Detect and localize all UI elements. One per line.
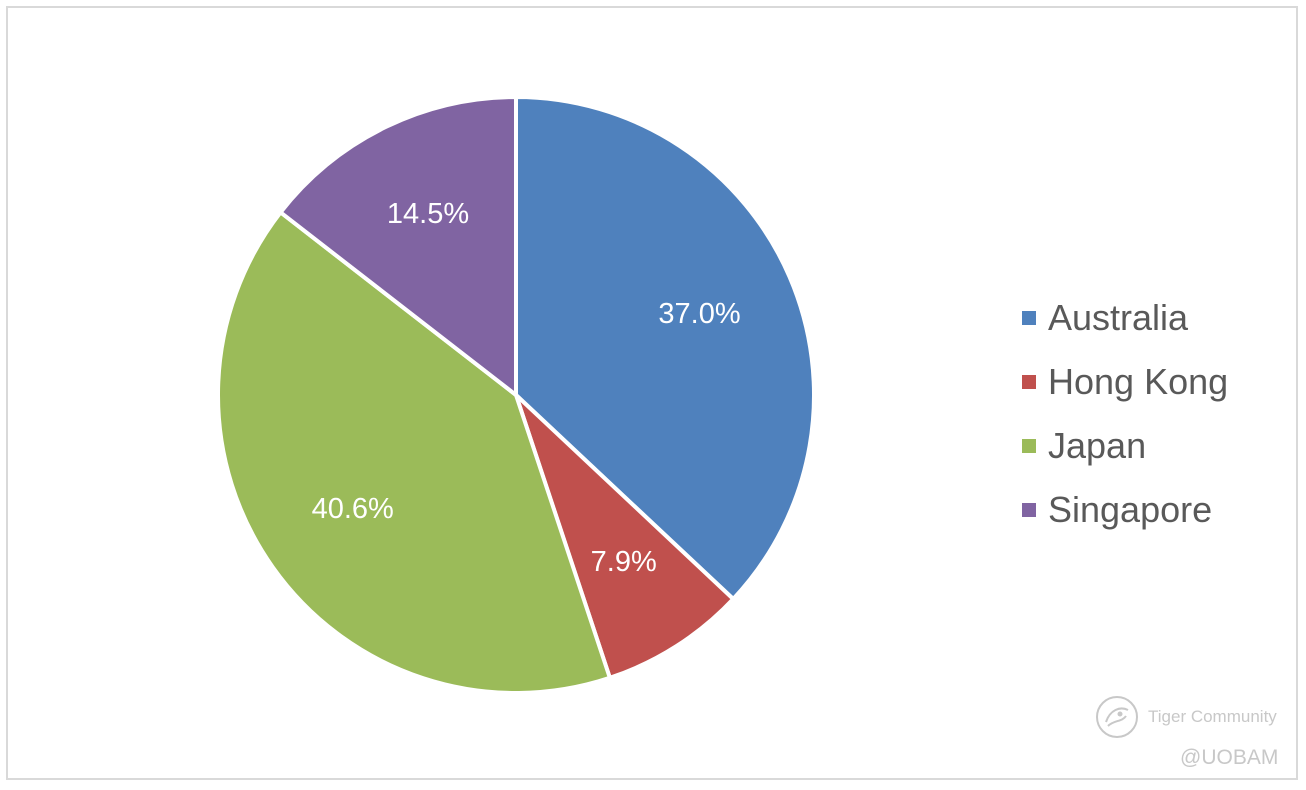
legend-item-hong-kong: Hong Kong: [1022, 350, 1228, 414]
legend-item-singapore: Singapore: [1022, 478, 1228, 542]
watermark-handle: @UOBAM: [1180, 746, 1279, 769]
pie-label-singapore: 14.5%: [387, 198, 469, 230]
legend-swatch-singapore: [1022, 503, 1036, 517]
legend-label-japan: Japan: [1048, 425, 1147, 466]
tiger-community-logo-icon: [1096, 696, 1138, 738]
legend-item-australia: Australia: [1022, 286, 1228, 350]
legend-label-australia: Australia: [1048, 297, 1189, 338]
pie-slices: [216, 95, 816, 695]
chart-legend: Australia Hong Kong Japan Singapore: [1022, 286, 1228, 542]
pie-slice-japan: [216, 210, 612, 695]
pie-slice-singapore: [278, 95, 518, 397]
legend-label-singapore: Singapore: [1048, 489, 1213, 530]
watermark-brand: Tiger Community: [1148, 707, 1277, 726]
legend-swatch-australia: [1022, 311, 1036, 325]
pie-label-hong-kong: 7.9%: [591, 546, 657, 578]
pie-labels: 37.0% 7.9% 40.6% 14.5%: [312, 198, 741, 578]
legend-label-hong-kong: Hong Kong: [1048, 361, 1229, 402]
legend-item-japan: Japan: [1022, 414, 1228, 478]
pie-label-japan: 40.6%: [312, 493, 394, 525]
watermark: Tiger Community: [1094, 694, 1277, 740]
legend-swatch-japan: [1022, 439, 1036, 453]
legend-swatch-hong-kong: [1022, 375, 1036, 389]
pie-label-australia: 37.0%: [658, 298, 740, 330]
pie-slice-hong-kong: [514, 393, 736, 680]
pie-slice-australia: [514, 95, 816, 601]
